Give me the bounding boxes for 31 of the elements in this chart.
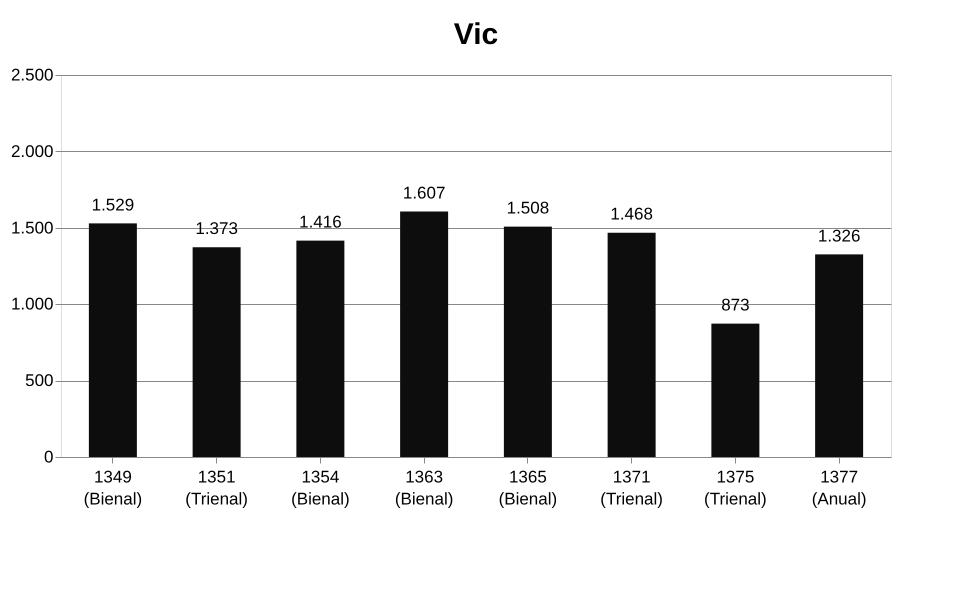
bar (88, 223, 137, 457)
x-tick-label: 1354 (Bienal) (291, 468, 350, 508)
x-tick-label: 1351 (Trienal) (185, 468, 248, 508)
data-label: 1.416 (299, 212, 342, 232)
data-label: 1.607 (402, 183, 446, 202)
chart-title: Vic (454, 18, 498, 51)
data-label: 1.508 (506, 198, 550, 218)
y-tick-label: 2.000 (10, 142, 54, 161)
x-tick-label: 1371 (Trienal) (600, 468, 663, 508)
bar (711, 324, 760, 457)
x-tick-label: 1377 (Anual) (812, 468, 867, 508)
bar (192, 247, 241, 457)
y-tick-label: 500 (25, 371, 54, 390)
x-tick-label: 1349 (Bienal) (84, 468, 142, 508)
y-tick-label: 1.500 (10, 218, 54, 238)
data-label: 1.373 (195, 219, 238, 238)
bar (608, 232, 656, 457)
x-tick-label: 1365 (Bienal) (498, 468, 558, 508)
y-tick-label: 2.500 (10, 66, 54, 84)
bar (815, 254, 864, 457)
x-tick-label: 1363 (Bienal) (394, 468, 454, 508)
bar (296, 240, 344, 457)
data-label: 873 (721, 296, 750, 315)
bar (504, 226, 552, 457)
data-label: 1.529 (92, 195, 134, 214)
y-tick-label: 0 (44, 448, 54, 466)
data-label: 1.468 (610, 204, 653, 224)
data-label: 1.326 (818, 226, 860, 246)
x-tick-label: 1375 (Trienal) (704, 468, 767, 508)
bar (400, 211, 448, 457)
y-tick-label: 1.000 (10, 294, 54, 314)
